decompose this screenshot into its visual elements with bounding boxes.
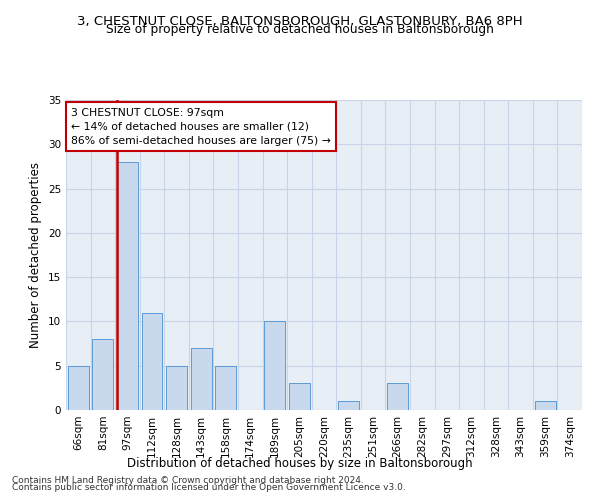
Bar: [387, 384, 408, 410]
Bar: [117, 162, 138, 410]
Bar: [289, 384, 310, 410]
Bar: [215, 366, 236, 410]
Text: Size of property relative to detached houses in Baltonsborough: Size of property relative to detached ho…: [106, 22, 494, 36]
Bar: [191, 348, 212, 410]
Y-axis label: Number of detached properties: Number of detached properties: [29, 162, 43, 348]
Bar: [166, 366, 187, 410]
Text: Contains public sector information licensed under the Open Government Licence v3: Contains public sector information licen…: [12, 484, 406, 492]
Bar: [92, 339, 113, 410]
Text: 3 CHESTNUT CLOSE: 97sqm
← 14% of detached houses are smaller (12)
86% of semi-de: 3 CHESTNUT CLOSE: 97sqm ← 14% of detache…: [71, 108, 331, 146]
Bar: [142, 312, 163, 410]
Text: 3, CHESTNUT CLOSE, BALTONSBOROUGH, GLASTONBURY, BA6 8PH: 3, CHESTNUT CLOSE, BALTONSBOROUGH, GLAST…: [77, 15, 523, 28]
Bar: [338, 401, 359, 410]
Text: Contains HM Land Registry data © Crown copyright and database right 2024.: Contains HM Land Registry data © Crown c…: [12, 476, 364, 485]
Bar: [265, 322, 286, 410]
Bar: [68, 366, 89, 410]
Text: Distribution of detached houses by size in Baltonsborough: Distribution of detached houses by size …: [127, 458, 473, 470]
Bar: [535, 401, 556, 410]
